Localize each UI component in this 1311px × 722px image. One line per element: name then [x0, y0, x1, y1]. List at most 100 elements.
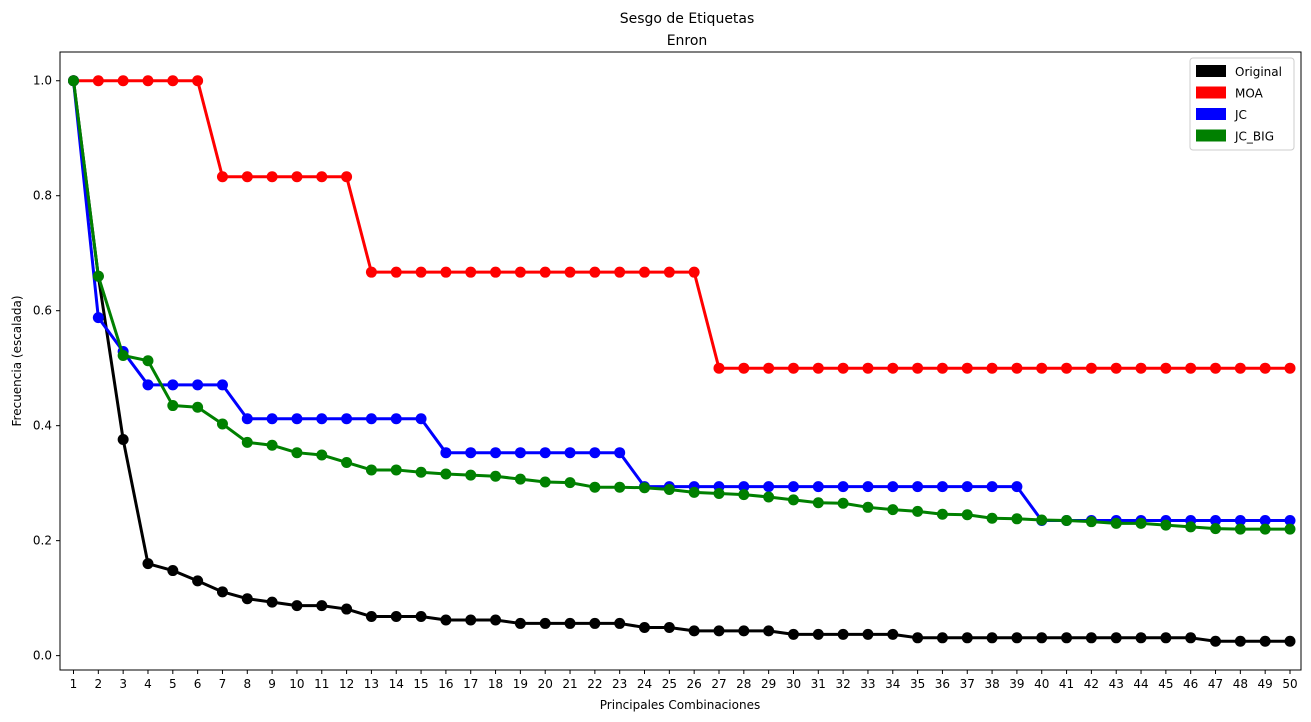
data-point [564, 617, 576, 629]
data-point [887, 481, 899, 493]
data-point [539, 266, 551, 278]
data-point [365, 413, 377, 425]
data-point [142, 379, 154, 391]
data-point [415, 413, 427, 425]
data-point [837, 497, 849, 509]
data-point [738, 489, 750, 501]
data-point [440, 266, 452, 278]
data-point [787, 481, 799, 493]
data-point [440, 447, 452, 459]
data-point [514, 473, 526, 485]
data-point [266, 596, 278, 608]
data-point [1036, 362, 1048, 374]
data-point [216, 171, 228, 183]
chart-subtitle: Enron [667, 33, 708, 49]
data-point [241, 593, 253, 605]
data-point [1284, 362, 1296, 374]
y-tick-label: 0.2 [33, 534, 52, 548]
data-point [1011, 481, 1023, 493]
data-point [1135, 362, 1147, 374]
x-tick-label: 41 [1059, 677, 1074, 691]
data-point [390, 413, 402, 425]
series-original [68, 75, 1296, 647]
series-jc-big [68, 75, 1296, 535]
x-tick-label: 20 [538, 677, 553, 691]
x-tick-label: 31 [811, 677, 826, 691]
data-point [465, 614, 477, 626]
data-point [1085, 516, 1097, 528]
data-point [787, 362, 799, 374]
data-point [663, 483, 675, 495]
data-point [365, 611, 377, 623]
data-point [763, 491, 775, 503]
data-point [1284, 523, 1296, 535]
data-point [887, 628, 899, 640]
x-tick-label: 21 [562, 677, 577, 691]
data-point [415, 611, 427, 623]
data-point [167, 565, 179, 577]
data-point [216, 418, 228, 430]
data-point [92, 312, 104, 324]
data-point [365, 464, 377, 476]
chart-title: Sesgo de Etiquetas [620, 11, 755, 27]
data-point [465, 266, 477, 278]
data-point [589, 481, 601, 493]
legend-swatch [1196, 129, 1226, 142]
data-point [1085, 362, 1097, 374]
y-tick-label: 1.0 [33, 74, 52, 88]
data-point [241, 413, 253, 425]
data-point [986, 362, 998, 374]
data-point [465, 469, 477, 481]
data-point [936, 508, 948, 520]
data-point [738, 625, 750, 637]
data-point [92, 270, 104, 282]
y-tick-label: 0.0 [33, 649, 52, 663]
series-line [72, 80, 1290, 643]
data-point [1110, 632, 1122, 644]
data-point [1011, 362, 1023, 374]
x-tick-label: 32 [835, 677, 850, 691]
data-point [291, 413, 303, 425]
x-tick-label: 25 [662, 677, 677, 691]
data-point [986, 481, 998, 493]
data-point [291, 171, 303, 183]
data-point [912, 632, 924, 644]
x-tick-label: 43 [1109, 677, 1124, 691]
data-point [1210, 362, 1222, 374]
data-point [390, 464, 402, 476]
data-point [1135, 632, 1147, 644]
data-point [688, 266, 700, 278]
data-point [589, 617, 601, 629]
data-point [986, 632, 998, 644]
data-point [862, 362, 874, 374]
x-tick-label: 10 [289, 677, 304, 691]
data-point [862, 481, 874, 493]
data-point [787, 628, 799, 640]
legend: Original MOA JC JC_BIG [1189, 57, 1295, 151]
x-tick-label: 49 [1258, 677, 1273, 691]
data-point [539, 476, 551, 488]
x-tick-label: 34 [885, 677, 900, 691]
data-point [192, 379, 204, 391]
data-point [564, 266, 576, 278]
data-point [936, 481, 948, 493]
data-point [589, 266, 601, 278]
plot-frame [59, 51, 1302, 671]
data-point [1234, 523, 1246, 535]
data-point [912, 505, 924, 517]
x-tick-label: 33 [860, 677, 875, 691]
data-point [266, 413, 278, 425]
data-point [763, 362, 775, 374]
x-tick-label: 24 [637, 677, 652, 691]
data-point [837, 481, 849, 493]
data-point [1259, 635, 1271, 647]
legend-label: MOA [1235, 87, 1264, 101]
legend-item: MOA [1196, 86, 1264, 101]
x-tick-label: 44 [1133, 677, 1148, 691]
data-point [912, 481, 924, 493]
data-point [614, 447, 626, 459]
legend-swatch [1196, 65, 1226, 77]
data-point [912, 362, 924, 374]
data-point [639, 621, 651, 633]
data-point [1284, 515, 1296, 527]
